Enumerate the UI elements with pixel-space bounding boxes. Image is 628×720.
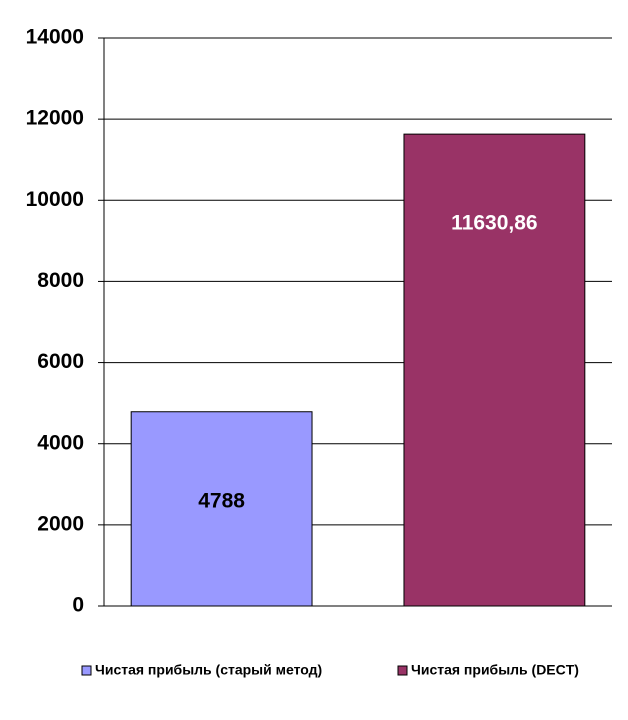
y-tick-label: 14000	[26, 26, 84, 49]
legend-swatch	[397, 665, 408, 676]
y-tick-label: 6000	[37, 350, 84, 373]
bar	[403, 133, 586, 607]
legend-label: Чистая прибыль (DECT)	[411, 662, 579, 678]
legend-label: Чистая прибыль (старый метод)	[95, 662, 322, 678]
legend-swatch	[81, 665, 92, 676]
y-tick-label: 4000	[37, 431, 84, 454]
value-label: 11630,86	[451, 212, 537, 235]
value-label: 4788	[198, 489, 245, 512]
y-tick-label: 2000	[37, 512, 84, 535]
y-tick-label: 8000	[37, 269, 84, 292]
bar	[130, 411, 313, 607]
y-tick-label: 12000	[26, 107, 84, 130]
y-tick-label: 0	[72, 594, 84, 617]
y-tick-label: 10000	[26, 188, 84, 211]
